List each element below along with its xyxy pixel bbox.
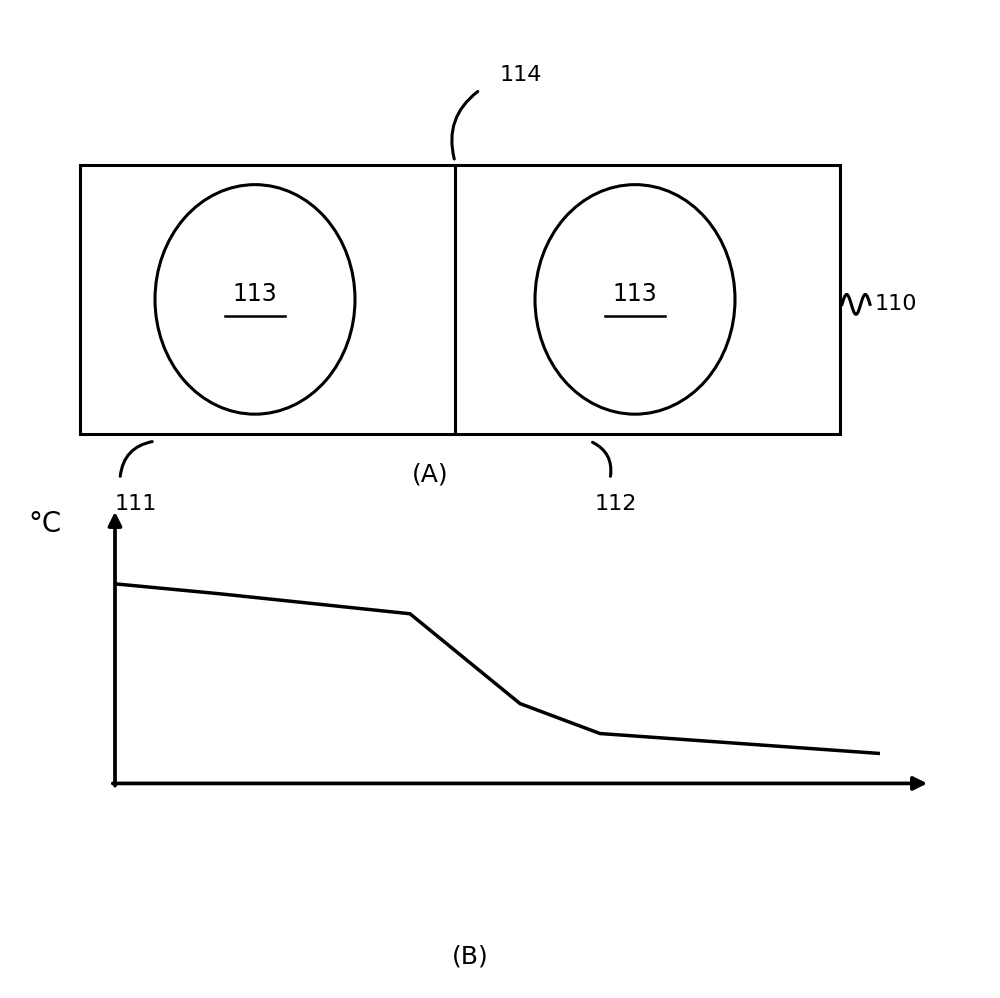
Bar — [80, 165, 840, 434]
Text: 112: 112 — [595, 494, 637, 514]
Text: 113: 113 — [613, 282, 657, 306]
Text: 113: 113 — [233, 282, 277, 306]
Text: °C: °C — [28, 510, 62, 538]
Text: 114: 114 — [500, 65, 542, 85]
Text: 111: 111 — [115, 494, 157, 514]
Text: (A): (A) — [412, 462, 448, 486]
Ellipse shape — [155, 185, 355, 414]
Ellipse shape — [535, 185, 735, 414]
Text: 110: 110 — [875, 294, 918, 314]
Text: (B): (B) — [452, 944, 488, 968]
